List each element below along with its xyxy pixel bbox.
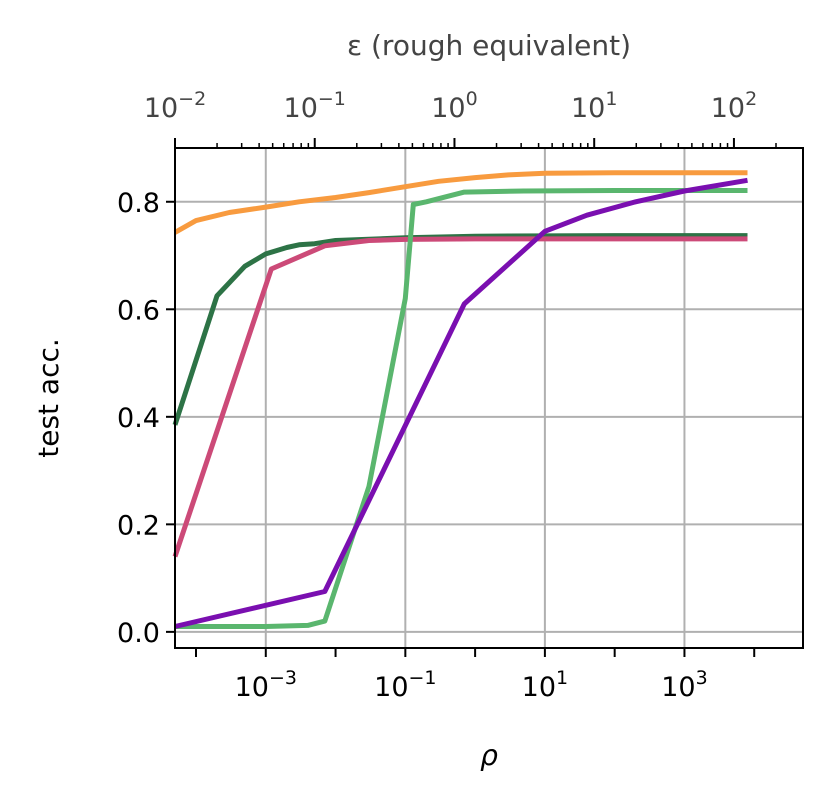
x-tick-label: 101 bbox=[522, 667, 568, 703]
top-tick-label: 102 bbox=[711, 88, 757, 124]
x-tick-label: 103 bbox=[661, 667, 707, 703]
x-tick-label-exponent: 1 bbox=[556, 667, 568, 689]
top-tick-label-exponent: 1 bbox=[605, 88, 617, 110]
x-axis-label: ρ bbox=[480, 739, 498, 772]
y-axis: 0.0 0.2 0.4 0.6 0.8 bbox=[117, 188, 175, 649]
y-tick-label: 0.8 bbox=[117, 188, 160, 219]
x-tick-label: 10−3 bbox=[235, 667, 297, 703]
y-tick-label: 0.6 bbox=[117, 295, 160, 326]
x-tick-label-exponent: −1 bbox=[409, 667, 437, 689]
top-tick-label-exponent: 0 bbox=[466, 88, 478, 110]
x-tick-label-base: 10 bbox=[661, 672, 695, 703]
x-tick-label-base: 10 bbox=[522, 672, 556, 703]
y-tick-label: 0.2 bbox=[117, 510, 160, 541]
top-tick-label-exponent: −2 bbox=[178, 88, 206, 110]
y-axis-label: test acc. bbox=[32, 338, 65, 458]
top-tick-label-exponent: 2 bbox=[745, 88, 757, 110]
x-tick-label-base: 10 bbox=[374, 672, 408, 703]
top-tick-label-base: 10 bbox=[711, 93, 745, 124]
top-tick-label-base: 10 bbox=[144, 93, 178, 124]
series-line-2 bbox=[172, 233, 748, 426]
series-lines bbox=[172, 170, 748, 629]
top-tick-label-base: 10 bbox=[284, 93, 318, 124]
top-tick-label: 10−2 bbox=[144, 88, 206, 124]
top-tick-label: 101 bbox=[571, 88, 617, 124]
top-tick-label: 100 bbox=[431, 88, 477, 124]
x-axis: 10−3 10−1 101 103 bbox=[195, 648, 756, 703]
series-line-1 bbox=[173, 170, 748, 235]
top-tick-label-exponent: −1 bbox=[318, 88, 346, 110]
plot-frame bbox=[174, 147, 804, 649]
x-tick-label-exponent: 3 bbox=[696, 667, 708, 689]
x-tick-label: 10−1 bbox=[374, 667, 436, 703]
y-tick-label: 0.4 bbox=[117, 403, 160, 434]
top-x-axis-label: ε (rough equivalent) bbox=[347, 29, 631, 62]
top-x-axis: 10−2 10−1 100 101 102 bbox=[144, 88, 777, 148]
series-line-4 bbox=[175, 188, 748, 629]
y-tick-label: 0.0 bbox=[117, 618, 160, 649]
series-line-3 bbox=[172, 236, 748, 558]
top-tick-label: 10−1 bbox=[284, 88, 346, 124]
x-tick-label-exponent: −3 bbox=[269, 667, 297, 689]
series-line-5 bbox=[174, 177, 748, 629]
top-tick-label-base: 10 bbox=[431, 93, 465, 124]
x-tick-label-base: 10 bbox=[235, 672, 269, 703]
top-tick-label-base: 10 bbox=[571, 93, 605, 124]
